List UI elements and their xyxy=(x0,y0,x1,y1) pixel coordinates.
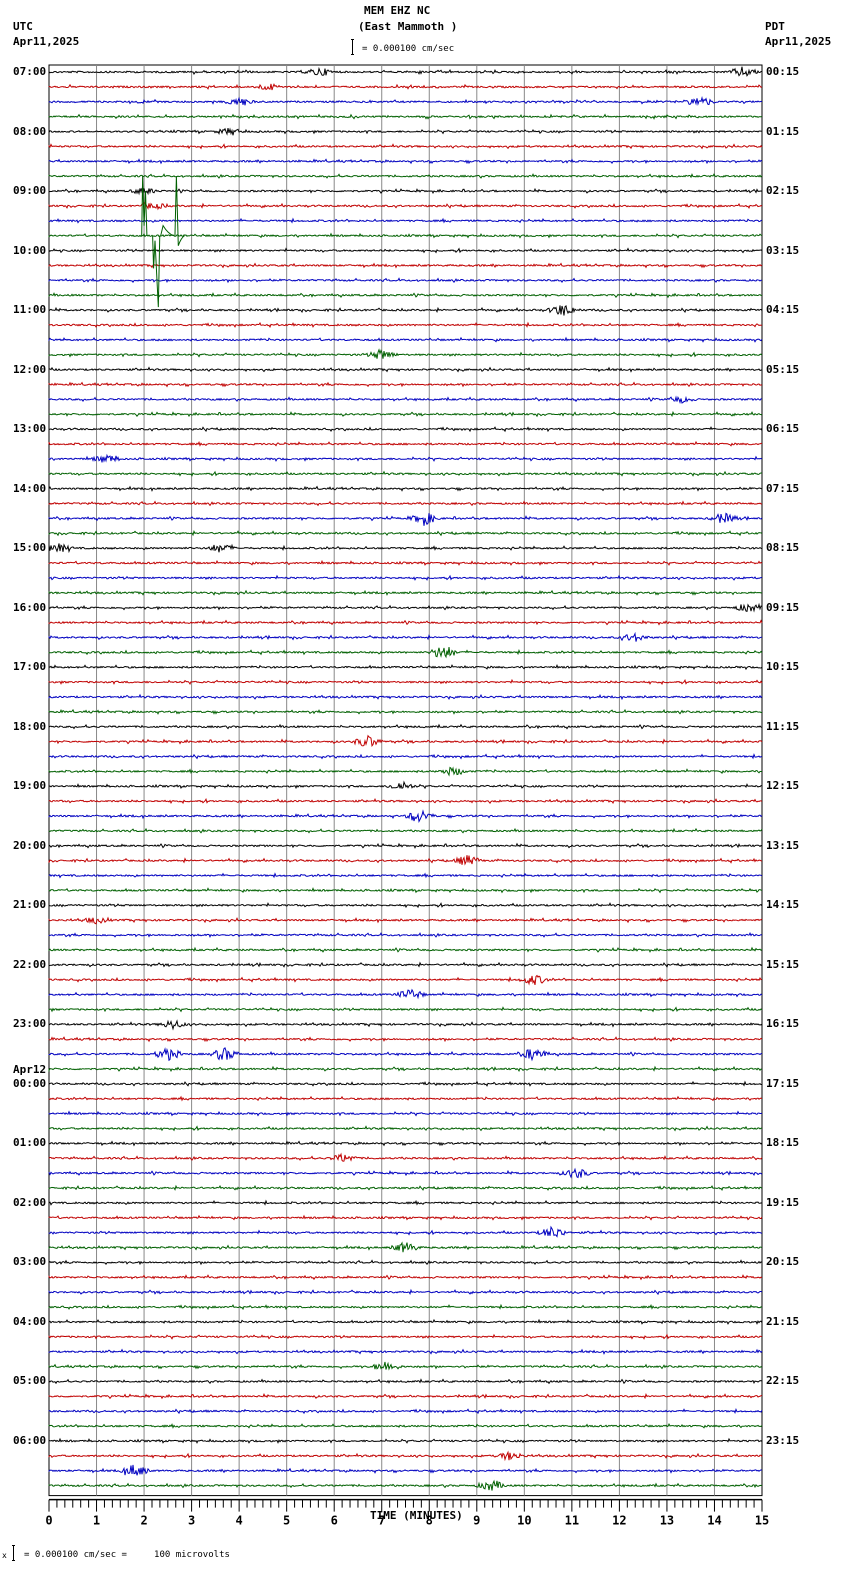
svg-text:11: 11 xyxy=(565,1514,579,1528)
left-date: Apr11,2025 xyxy=(13,35,80,48)
utc-time-label: 10:00 xyxy=(13,243,47,257)
scale-bar-icon xyxy=(351,39,354,55)
utc-time-label: 02:00 xyxy=(13,1195,47,1209)
pdt-time-label: 15:15 xyxy=(766,957,800,971)
svg-text:6: 6 xyxy=(331,1514,338,1528)
scale-label: = 0.000100 cm/sec xyxy=(362,44,455,54)
utc-time-label: 09:00 xyxy=(13,184,47,198)
svg-text:10: 10 xyxy=(517,1514,531,1528)
utc-time-label: 07:00 xyxy=(13,65,47,78)
x-axis-title: TIME (MINUTES) xyxy=(370,1509,463,1522)
pdt-time-label: 14:15 xyxy=(766,898,800,912)
pdt-time-label: 11:15 xyxy=(766,719,800,733)
pdt-time-label: 06:15 xyxy=(766,422,800,436)
svg-text:3: 3 xyxy=(188,1514,195,1528)
pdt-time-label: 09:15 xyxy=(766,600,800,614)
pdt-time-label: 02:15 xyxy=(766,184,800,198)
pdt-time-label: 23:15 xyxy=(766,1433,800,1447)
station-title: MEM EHZ NC xyxy=(364,4,431,17)
utc-time-label: 14:00 xyxy=(13,481,47,495)
svg-text:0: 0 xyxy=(45,1514,52,1528)
footer-scale-bar-icon xyxy=(12,1545,15,1561)
pdt-time-label: 12:15 xyxy=(766,779,800,793)
svg-text:15: 15 xyxy=(755,1514,769,1528)
utc-time-label: 05:00 xyxy=(13,1374,47,1388)
svg-text:12: 12 xyxy=(612,1514,626,1528)
pdt-time-label: 22:15 xyxy=(766,1374,800,1388)
svg-text:13: 13 xyxy=(660,1514,674,1528)
utc-time-label: 22:00 xyxy=(13,957,47,971)
svg-text:4: 4 xyxy=(236,1514,243,1528)
svg-text:8: 8 xyxy=(426,1514,433,1528)
utc-time-label: 23:00 xyxy=(13,1017,47,1031)
utc-time-label: 13:00 xyxy=(13,422,47,436)
utc-time-label: 21:00 xyxy=(13,898,47,912)
utc-time-label: 06:00 xyxy=(13,1433,47,1447)
pdt-time-label: 17:15 xyxy=(766,1076,800,1090)
svg-text:7: 7 xyxy=(378,1514,385,1528)
utc-time-label: 15:00 xyxy=(13,541,47,555)
pdt-time-label: 20:15 xyxy=(766,1255,800,1269)
pdt-time-label: 16:15 xyxy=(766,1017,800,1031)
svg-text:9: 9 xyxy=(473,1514,480,1528)
utc-time-label: 12:00 xyxy=(13,362,47,376)
pdt-time-label: 03:15 xyxy=(766,243,800,257)
pdt-time-label: 05:15 xyxy=(766,362,800,376)
pdt-time-label: 13:15 xyxy=(766,838,800,852)
utc-time-label: 08:00 xyxy=(13,124,47,138)
utc-time-label: 20:00 xyxy=(13,838,47,852)
footer-scale-label: = 0.000100 cm/sec = 100 microvolts xyxy=(24,1550,230,1560)
footer-prefix: x xyxy=(2,1551,7,1560)
utc-time-label: 01:00 xyxy=(13,1136,47,1150)
pdt-time-label: 01:15 xyxy=(766,124,800,138)
svg-text:2: 2 xyxy=(140,1514,147,1528)
utc-time-label: 03:00 xyxy=(13,1255,47,1269)
right-date: Apr11,2025 xyxy=(765,35,832,48)
date-change-label: Apr12 xyxy=(13,1062,47,1076)
utc-time-label: 19:00 xyxy=(13,779,47,793)
svg-text:1: 1 xyxy=(93,1514,100,1528)
pdt-time-label: 07:15 xyxy=(766,481,800,495)
utc-time-label: 18:00 xyxy=(13,719,47,733)
utc-time-label: 11:00 xyxy=(13,303,47,317)
pdt-time-label: 00:15 xyxy=(766,65,800,78)
utc-time-label: 16:00 xyxy=(13,600,47,614)
utc-time-label: 04:00 xyxy=(13,1314,47,1328)
pdt-time-label: 08:15 xyxy=(766,541,800,555)
station-location: (East Mammoth ) xyxy=(358,20,458,33)
svg-text:14: 14 xyxy=(707,1514,721,1528)
svg-text:5: 5 xyxy=(283,1514,290,1528)
left-timezone: UTC xyxy=(13,20,33,33)
pdt-time-label: 10:15 xyxy=(766,660,800,674)
utc-time-label: 17:00 xyxy=(13,660,47,674)
pdt-time-label: 21:15 xyxy=(766,1314,800,1328)
right-timezone: PDT xyxy=(765,20,785,33)
utc-time-label: 00:00 xyxy=(13,1076,47,1090)
pdt-time-label: 19:15 xyxy=(766,1195,800,1209)
pdt-time-label: 04:15 xyxy=(766,303,800,317)
pdt-time-label: 18:15 xyxy=(766,1136,800,1150)
